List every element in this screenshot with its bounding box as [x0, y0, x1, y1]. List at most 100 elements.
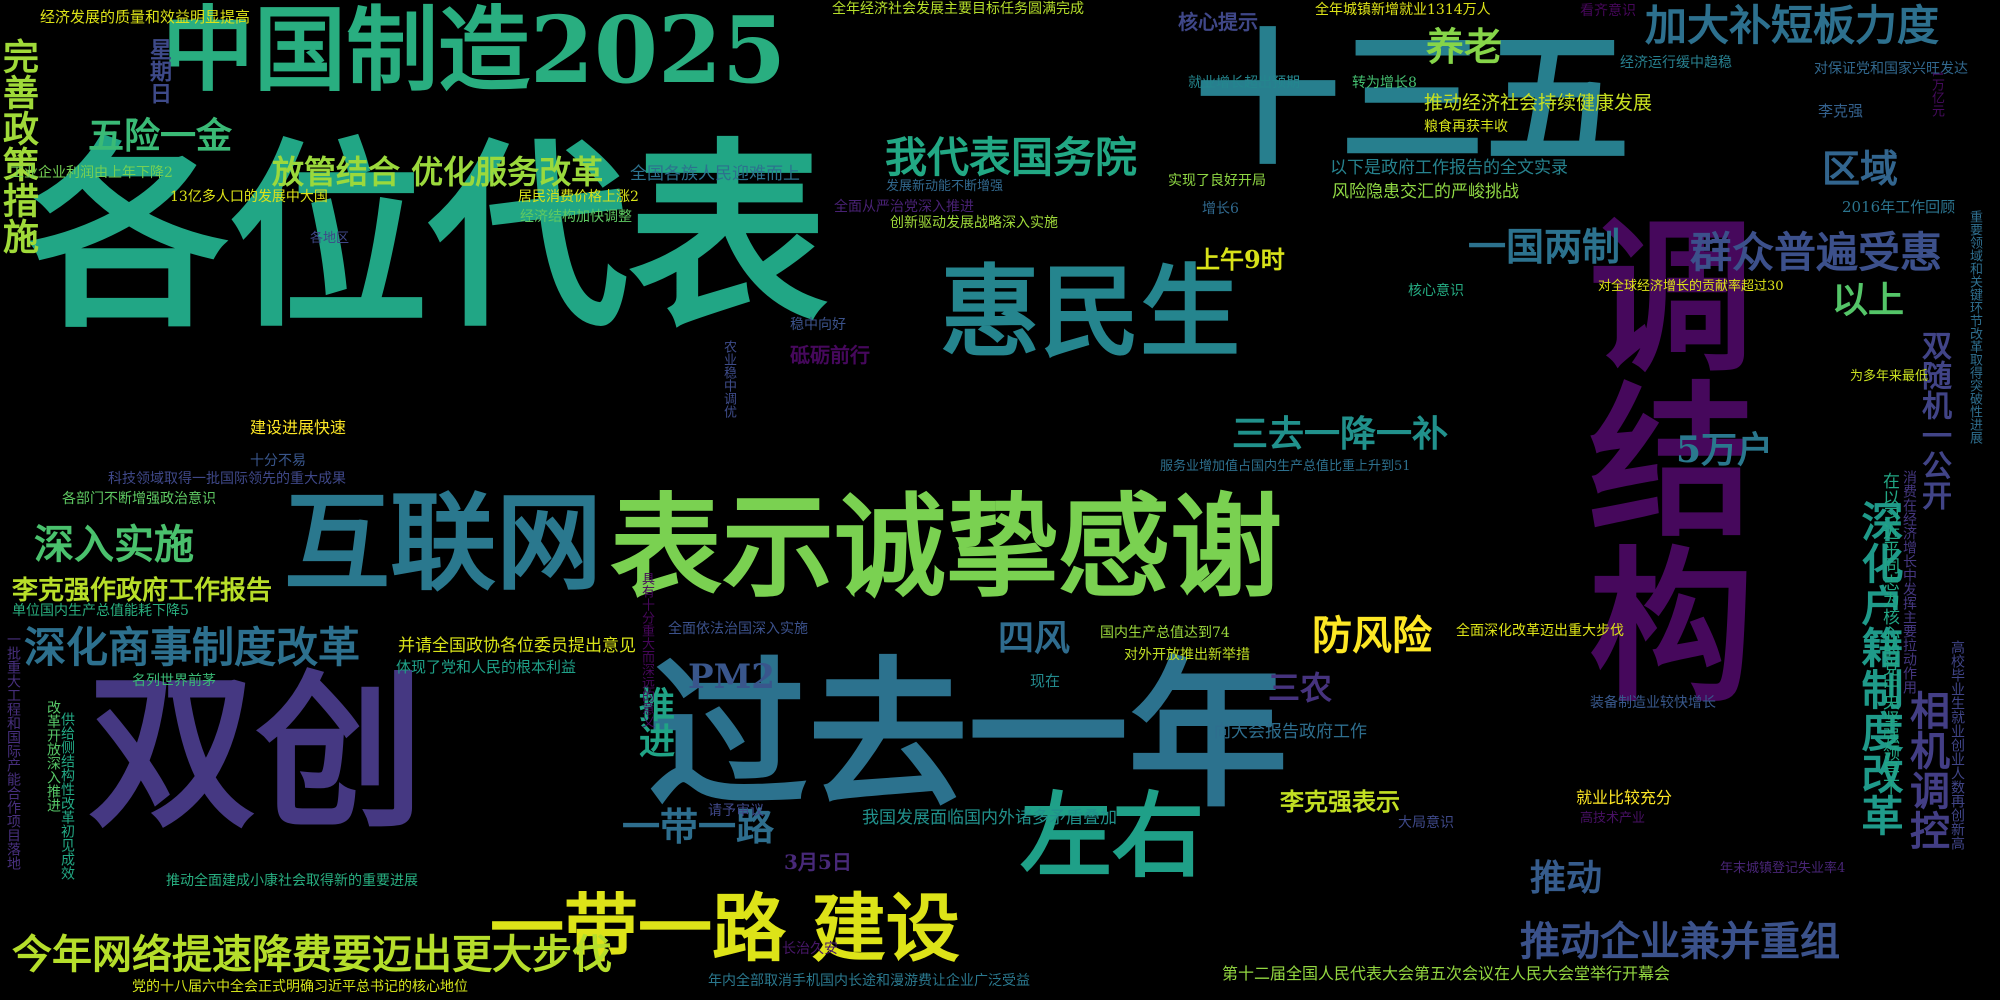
word: 推动: [1530, 857, 1603, 899]
word: 长治久安: [782, 941, 838, 957]
word: 全面深化改革迈出重大步伐: [1456, 623, 1624, 639]
word: 看齐意识: [1580, 3, 1636, 19]
word: 高校毕业生就业创业人数再创新高: [1949, 640, 1965, 850]
word: 推动全面建成小康社会取得新的重要进展: [166, 873, 418, 889]
word: 2016年工作回顾: [1842, 198, 1956, 216]
word: 经济发展的质量和效益明显提高: [40, 8, 251, 26]
word: 大局意识: [1398, 815, 1454, 831]
word: 各地区: [310, 231, 350, 246]
word: 供给侧结构性改革初见成效: [59, 712, 75, 880]
word: 现在: [1030, 672, 1061, 690]
word: 实现了良好开局: [1168, 173, 1266, 189]
word: 农业稳中调优: [721, 340, 736, 418]
word: 中国制造2025: [162, 0, 787, 104]
word: 建设进展快速: [250, 418, 347, 437]
word: 李克强作政府工作报告: [12, 576, 273, 606]
word: 核心意识: [1408, 283, 1464, 299]
word: 改革开放深入推进: [45, 700, 61, 812]
word: 左右: [1020, 782, 1205, 890]
word: 就业增长超出预期: [1188, 75, 1300, 91]
word: 为多年来最低: [1850, 369, 1929, 384]
word: 表示诚挚感谢: [610, 482, 1282, 613]
word: 惠民生: [940, 253, 1240, 371]
word: 对外开放推出新举措: [1124, 647, 1250, 663]
word: 五险一金: [88, 115, 233, 157]
word: 防风险: [1312, 612, 1432, 659]
word: 经济结构加快调整: [520, 209, 632, 225]
word: 推进: [633, 686, 675, 758]
word: 深化商事制度改革: [24, 623, 361, 672]
word: 加大补短板力度: [1645, 1, 1940, 50]
word: 调结构: [1561, 210, 1755, 705]
word: 一国两制: [1468, 224, 1621, 269]
word: 全国各族人民迎难而上: [630, 164, 800, 184]
word: 就业比较充分: [1576, 788, 1673, 807]
word: 国内生产总值达到74: [1100, 625, 1230, 641]
word: 消费在经济增长中发挥主要拉动作用: [1901, 470, 1917, 694]
word: 发展新动能不断增强: [886, 179, 1004, 194]
word: 科技领域取得一批国际领先的重大成果: [108, 471, 346, 487]
word: 体现了党和人民的根本利益: [396, 658, 577, 676]
word: 创新驱动发展战略深入实施: [890, 215, 1058, 231]
word: 名列世界前茅: [132, 673, 216, 689]
word: 星期日: [146, 38, 172, 104]
word: 群众普遍受惠: [1690, 228, 1943, 277]
word: 上午9时: [1196, 245, 1285, 274]
word: 以下是政府工作报告的全文实录: [1330, 158, 1568, 178]
word: 5万户: [1676, 429, 1774, 471]
word: 工业企业利润由上年下降2: [10, 165, 173, 181]
word: PM2: [688, 657, 775, 697]
word: 一带一路: [622, 804, 775, 849]
word: 对保证党和国家兴旺发达: [1814, 61, 1968, 77]
word: 过去一年: [648, 641, 1289, 829]
word: 今年网络提速降费要迈出更大步伐: [12, 931, 612, 978]
word: 核心提示: [1178, 10, 1258, 34]
word: 李克强表示: [1280, 787, 1400, 816]
word: 三农: [1268, 669, 1333, 707]
word: 年末城镇登记失业率4: [1720, 861, 1846, 876]
word: 风险隐患交汇的严峻挑战: [1332, 182, 1519, 202]
word: 第十二届全国人民代表大会第五次会议在人民大会堂举行开幕会: [1222, 964, 1671, 983]
word: 四风: [998, 617, 1071, 659]
word: 转为增长8: [1352, 75, 1417, 91]
word: 区域: [1822, 146, 1899, 191]
word: 经济运行缓中趋稳: [1620, 55, 1732, 71]
word: 砥砺前行: [790, 343, 870, 367]
word: 三去一降一补: [1232, 413, 1449, 455]
word: 1万亿元: [1929, 70, 1944, 118]
word: 一带一路 建设: [490, 886, 960, 972]
word: 以上: [1832, 279, 1905, 321]
word: 深入实施: [34, 521, 194, 568]
word: 推动企业兼并重组: [1520, 918, 1840, 965]
word: 请予审议: [708, 803, 764, 819]
word: 放管结合 优化服务改革: [272, 153, 604, 191]
word: 单位国内生产总值能耗下降5: [12, 603, 189, 619]
word: 稳中向好: [790, 317, 846, 333]
word: 增长6: [1202, 201, 1239, 217]
word: 各部门不断增强政治意识: [62, 491, 216, 507]
word: 全年城镇新增就业1314万人: [1315, 2, 1491, 18]
word: 向大会报告政府工作: [1214, 722, 1367, 742]
word: 13亿多人口的发展中大国: [170, 189, 328, 205]
word: 3月5日: [784, 850, 852, 874]
word: 互联网: [284, 480, 602, 605]
word: 深化户籍制度改革: [1855, 500, 1904, 836]
word: 我国发展面临国内外诸多矛盾叠加: [862, 808, 1117, 828]
word: 粮食再获丰收: [1424, 119, 1508, 135]
word: 双随机一公开: [1916, 330, 1951, 510]
word: 养老: [1426, 24, 1503, 69]
word: 我代表国务院: [885, 133, 1138, 182]
word: 并请全国政协各位委员提出意见: [398, 636, 636, 656]
word: 装备制造业较快增长: [1590, 695, 1716, 711]
word: 全面从严治党深入推进: [834, 199, 974, 215]
word: 党的十八届六中全会正式明确习近平总书记的核心地位: [132, 979, 468, 995]
word: 在以习近平同志为核心的党中央坚强领导下: [1879, 472, 1899, 795]
word: 对全球经济增长的贡献率超过30: [1598, 279, 1784, 294]
word: 相机调控: [1903, 690, 1950, 850]
word: 全年经济社会发展主要目标任务圆满完成: [832, 1, 1084, 17]
word: 十三五: [1195, 15, 1630, 185]
word: 十分不易: [250, 453, 306, 469]
word: 推动经济社会持续健康发展: [1424, 92, 1653, 114]
word: 服务业增加值占国内生产总值比重上升到51: [1160, 459, 1411, 474]
